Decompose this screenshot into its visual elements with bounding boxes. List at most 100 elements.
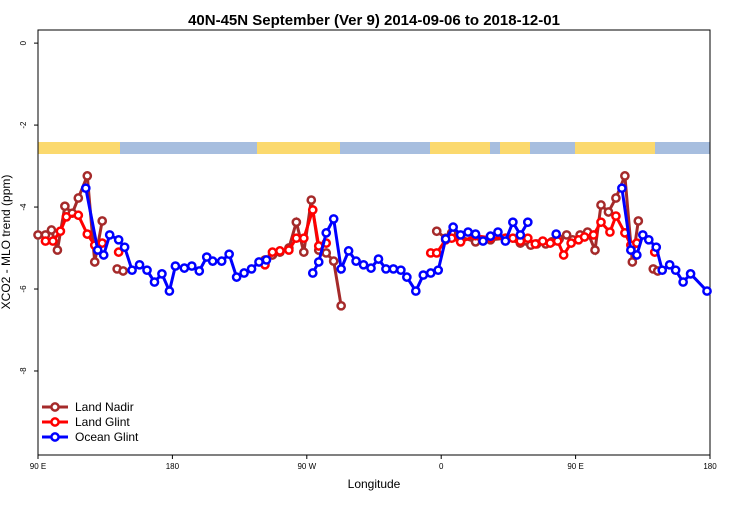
data-point	[470, 229, 481, 239]
data-point	[670, 265, 681, 276]
data-point	[336, 300, 346, 311]
data-point	[119, 242, 130, 253]
data-point	[142, 265, 152, 276]
data-point	[685, 269, 696, 279]
data-point	[80, 183, 91, 194]
data-point	[381, 264, 391, 274]
data-point	[113, 234, 124, 245]
data-point	[313, 257, 324, 267]
data-point	[631, 250, 642, 260]
data-point	[82, 229, 93, 239]
data-point	[207, 256, 218, 266]
data-point	[596, 217, 606, 228]
data-point	[60, 201, 70, 212]
data-point	[336, 264, 346, 274]
data-point	[566, 238, 576, 248]
data-point	[463, 227, 473, 237]
data-point	[620, 171, 630, 181]
legend-marker	[50, 402, 60, 412]
data-point	[127, 265, 137, 276]
data-point	[366, 263, 376, 273]
data-point	[321, 228, 332, 238]
data-point	[551, 229, 562, 239]
data-point	[545, 238, 556, 248]
data-point	[358, 259, 369, 270]
data-point	[425, 268, 436, 278]
data-point	[388, 264, 399, 274]
data-point	[291, 233, 302, 244]
data-point	[605, 227, 615, 237]
data-point	[216, 256, 227, 266]
data-point	[179, 263, 190, 273]
data-point	[627, 257, 638, 267]
data-point	[410, 286, 421, 296]
data-point	[431, 248, 442, 258]
data-point	[558, 250, 569, 260]
data-point	[48, 236, 58, 246]
data-point	[561, 230, 572, 240]
data-point	[343, 246, 354, 256]
data-point	[508, 233, 518, 244]
data-point	[298, 247, 309, 257]
legend-label: Land Nadir	[75, 400, 134, 414]
data-point	[678, 277, 688, 287]
data-point	[588, 230, 599, 240]
data-point	[522, 233, 533, 244]
data-point	[633, 216, 644, 226]
data-point	[164, 286, 175, 296]
data-point	[306, 195, 317, 205]
data-point	[321, 248, 332, 258]
data-point	[46, 225, 57, 235]
data-point	[104, 230, 115, 240]
data-point	[134, 259, 145, 270]
data-point	[186, 261, 197, 271]
data-point	[433, 265, 444, 276]
legend-label: Ocean Glint	[75, 430, 139, 444]
data-point	[33, 230, 43, 240]
data-point	[275, 246, 285, 256]
data-point	[328, 256, 339, 266]
data-point	[522, 217, 533, 228]
data-point	[478, 236, 488, 246]
land-ocean-strip	[38, 142, 710, 154]
data-point	[603, 207, 614, 217]
data-point	[611, 193, 621, 203]
chart-title: 40N-45N September (Ver 9) 2014-09-06 to …	[188, 12, 560, 29]
data-point	[170, 261, 181, 271]
x-tick-label: 90 E	[30, 462, 46, 471]
data-point	[284, 245, 294, 255]
data-point	[508, 217, 518, 228]
legend-marker	[50, 417, 60, 427]
data-point	[500, 236, 511, 246]
data-point	[73, 210, 84, 221]
data-point	[97, 238, 108, 248]
data-point	[118, 266, 128, 276]
data-point	[396, 265, 406, 276]
x-tick-label: 0	[439, 462, 444, 471]
data-point	[157, 269, 167, 279]
x-tick-label: 90 E	[567, 462, 583, 471]
data-point	[440, 234, 451, 244]
data-point	[418, 270, 429, 280]
data-point	[89, 257, 100, 267]
data-point	[98, 250, 109, 260]
data-point	[402, 272, 412, 282]
data-point	[291, 217, 302, 228]
data-point	[97, 216, 108, 226]
y-tick-label: 0	[19, 40, 28, 45]
y-tick-label: -6	[19, 285, 28, 293]
y-tick-label: -4	[19, 203, 28, 211]
legend-marker	[50, 432, 60, 442]
y-axis-title: XCO2 - MLO trend (ppm)	[0, 175, 13, 310]
y-tick-label: -2	[19, 121, 28, 129]
data-point	[611, 211, 621, 221]
x-tick-label: 180	[703, 462, 717, 471]
data-point	[246, 264, 257, 274]
data-point	[455, 230, 466, 240]
data-point	[651, 242, 662, 253]
data-point	[231, 272, 242, 282]
data-point	[657, 265, 668, 276]
data-point	[485, 231, 496, 241]
data-point	[643, 234, 654, 245]
data-point	[596, 200, 606, 210]
